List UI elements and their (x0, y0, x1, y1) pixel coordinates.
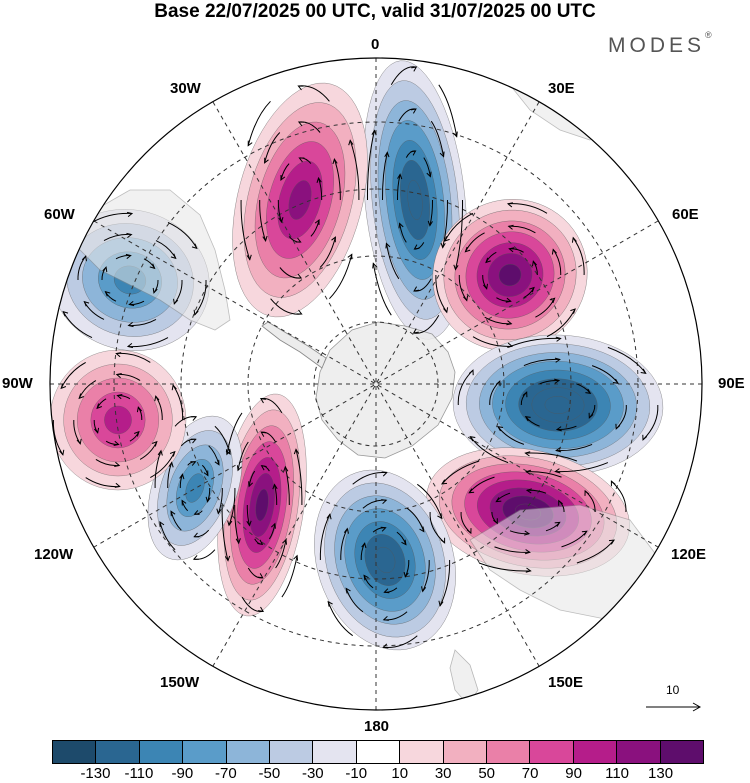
negative-anomaly (147, 415, 243, 561)
colorbar-tick-label: 90 (565, 765, 582, 782)
label-lon-120w: 120W (34, 546, 74, 563)
colorbar-swatch (225, 741, 270, 763)
colorbar-tick-label: -10 (345, 765, 368, 782)
label-lon-180: 180 (364, 718, 390, 735)
colorbar-tick-label: -50 (258, 765, 281, 782)
colorbar-swatch (269, 741, 313, 763)
label-lon-150w: 150W (160, 674, 200, 691)
colorbar-swatch (529, 741, 573, 763)
colorbar-swatch (486, 741, 530, 763)
colorbar-swatch (355, 741, 400, 763)
modes-logo: MODES® (608, 30, 712, 57)
map-border (49, 57, 703, 711)
label-lon-120e: 120E (671, 546, 707, 563)
label-lon-0: 0 (371, 36, 380, 53)
colorbar-tick-label: 70 (521, 765, 539, 782)
label-lon-90w: 90W (2, 375, 33, 392)
colorbar-tick-label: -130 (80, 765, 111, 782)
colorbar-tick-label: 10 (391, 765, 409, 782)
colorbar-swatch (616, 741, 660, 763)
colorbar-swatch (659, 741, 704, 763)
positive-anomaly (232, 82, 368, 318)
graticule (50, 58, 702, 710)
colorbar-tick-label: -90 (171, 765, 194, 782)
positive-anomaly (432, 199, 588, 351)
negative-anomaly (452, 334, 664, 476)
wind-vectors (52, 66, 659, 649)
colorbar-tick-label: 50 (478, 765, 495, 782)
colorbar-swatch (312, 741, 356, 763)
positive-anomaly (50, 349, 187, 491)
colorbar-tick-label: 30 (434, 765, 452, 782)
colorbar-swatch (138, 741, 183, 763)
colorbar-swatch (182, 741, 226, 763)
chart-title: Base 22/07/2025 00 UTC, valid 31/07/2025… (154, 1, 596, 22)
south-america (69, 189, 231, 331)
colorbar-swatch (53, 741, 96, 763)
label-lon-60e: 60E (672, 206, 699, 223)
colorbar-tick-label: -70 (215, 765, 237, 782)
colorbar-swatch (399, 741, 443, 763)
label-lon-150e: 150E (548, 674, 584, 691)
reference-vector-label: 10 (666, 683, 680, 697)
colorbar-tick-label: 130 (648, 765, 674, 782)
label-lon-60w: 60W (44, 206, 75, 223)
label-lon-30e: 30E (548, 80, 575, 97)
colorbar (52, 740, 704, 764)
colorbar-swatch (572, 741, 617, 763)
colorbar-swatch (442, 741, 487, 763)
label-lon-90e: 90E (718, 375, 745, 392)
colorbar-tick-label: -110 (124, 765, 154, 782)
negative-anomaly (314, 469, 456, 651)
colorbar-tick-label: -30 (301, 765, 324, 782)
label-lon-30w: 30W (170, 80, 201, 97)
colorbar-swatch (95, 741, 139, 763)
colorbar-tick-label: 110 (605, 765, 630, 782)
